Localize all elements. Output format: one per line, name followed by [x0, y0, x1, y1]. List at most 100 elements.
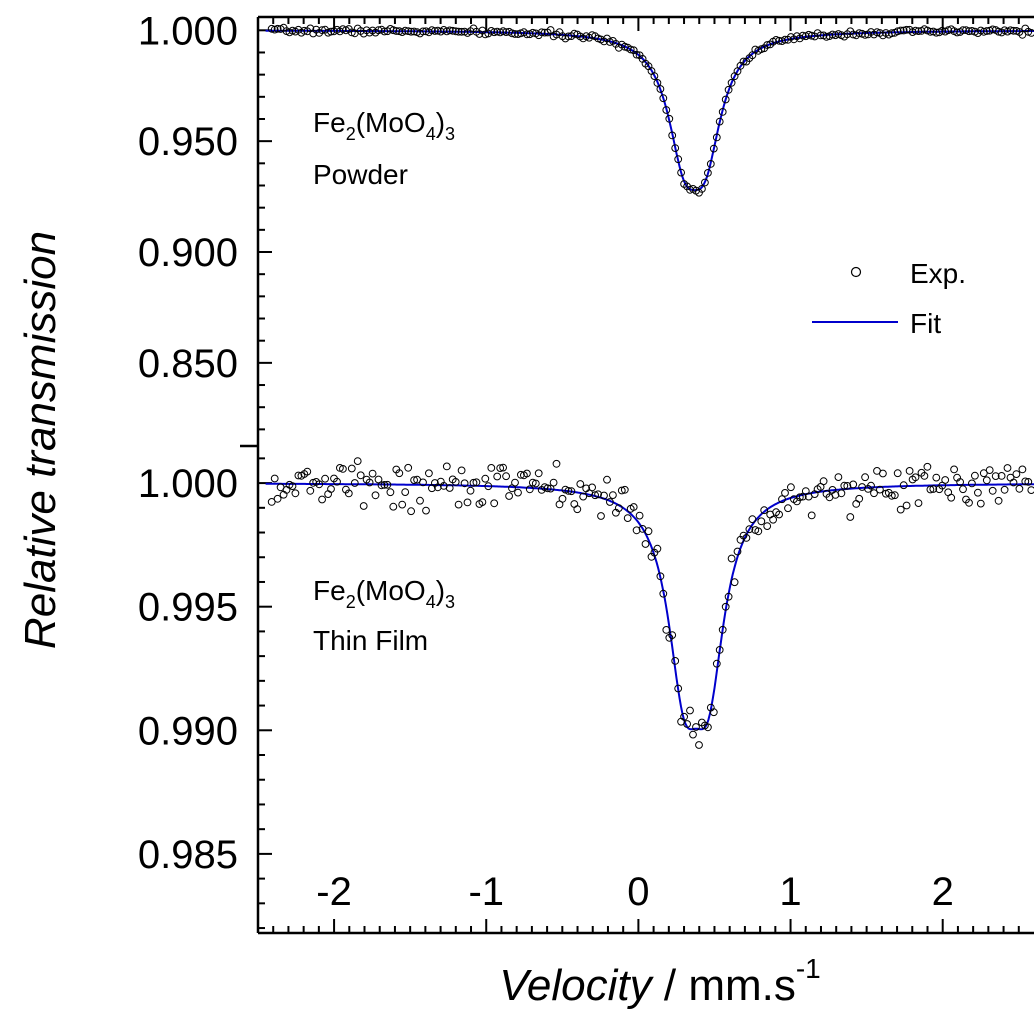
data-point-bottom	[597, 512, 605, 520]
data-point-top	[979, 27, 988, 36]
data-point-bottom	[505, 492, 514, 500]
legend-label-fit: Fit	[910, 308, 941, 339]
data-point-bottom	[353, 457, 362, 466]
data-point-bottom	[356, 471, 365, 480]
data-point-bottom	[923, 462, 932, 471]
data-point-bottom	[588, 483, 596, 492]
data-point-top	[828, 30, 837, 39]
data-point-bottom	[727, 554, 736, 563]
y-tick-label-bottom: 0.995	[138, 586, 238, 630]
data-point-top	[374, 26, 383, 35]
data-point-top	[965, 27, 973, 36]
data-point-top	[662, 106, 671, 114]
data-point-top	[704, 169, 712, 177]
legend-label-exp: Exp.	[910, 258, 966, 289]
data-point-bottom	[484, 482, 493, 491]
data-point-bottom	[778, 495, 786, 504]
data-point-bottom	[531, 479, 540, 488]
data-point-top	[772, 36, 780, 44]
data-point-bottom	[365, 478, 374, 487]
data-point-bottom	[570, 500, 579, 508]
data-point-bottom	[941, 476, 950, 484]
data-point-bottom	[371, 491, 380, 500]
data-point-bottom	[591, 491, 599, 500]
data-point-bottom	[914, 499, 923, 508]
data-point-bottom	[855, 494, 864, 503]
y-tick-label-top: 0.950	[138, 120, 238, 164]
data-point-bottom	[852, 500, 861, 508]
data-point-bottom	[407, 507, 416, 516]
data-point-bottom	[315, 480, 324, 489]
data-point-top	[499, 27, 508, 36]
data-point-bottom	[689, 730, 697, 739]
data-point-top	[715, 117, 724, 126]
data-point-top	[671, 144, 680, 153]
data-point-bottom	[956, 478, 964, 486]
data-point-bottom	[876, 485, 884, 494]
data-point-bottom	[546, 484, 555, 493]
x-tick-label: -1	[468, 870, 504, 914]
data-point-bottom	[861, 473, 869, 482]
data-point-bottom	[890, 491, 899, 500]
x-axis-label: Velocity / mm.s-1	[499, 953, 821, 1010]
data-point-bottom	[451, 478, 460, 486]
data-point-bottom	[1024, 478, 1033, 486]
data-point-bottom	[445, 484, 454, 492]
data-point-bottom	[327, 485, 335, 493]
data-point-top	[431, 27, 439, 35]
data-point-top	[650, 72, 659, 80]
data-point-bottom	[339, 465, 347, 473]
data-point-bottom	[807, 511, 816, 520]
data-point-top	[653, 79, 662, 87]
data-point-top	[926, 27, 935, 36]
data-point-bottom	[991, 472, 1000, 481]
data-point-bottom	[288, 482, 297, 491]
data-point-top	[775, 36, 783, 45]
data-point-top	[899, 26, 908, 35]
data-point-bottom	[1018, 465, 1027, 474]
data-point-bottom	[294, 471, 303, 480]
top-annotation-compound: Fe2(MoO4)3	[313, 107, 455, 144]
data-point-bottom	[609, 491, 617, 500]
data-point-bottom	[763, 522, 772, 530]
data-point-bottom	[380, 481, 389, 489]
data-point-bottom	[662, 626, 671, 634]
experimental-points	[267, 23, 1034, 749]
data-point-bottom	[383, 480, 392, 489]
data-point-bottom	[472, 478, 481, 487]
data-point-bottom	[837, 489, 846, 498]
data-point-top	[1006, 26, 1015, 35]
data-point-top	[674, 155, 683, 164]
data-point-top	[896, 26, 905, 35]
data-point-top	[659, 94, 668, 103]
data-point-top	[347, 28, 356, 37]
data-point-bottom	[819, 477, 828, 486]
data-point-top	[451, 27, 460, 36]
data-point-bottom	[493, 472, 502, 481]
data-point-bottom	[629, 503, 638, 511]
data-point-bottom	[748, 515, 757, 524]
data-point-bottom	[333, 477, 341, 486]
data-point-bottom	[306, 486, 315, 495]
data-point-top	[1018, 30, 1027, 39]
data-point-bottom	[709, 708, 718, 717]
data-point-bottom	[668, 631, 677, 639]
data-point-bottom	[466, 486, 475, 495]
data-point-top	[727, 78, 736, 87]
data-point-top	[481, 30, 490, 39]
data-point-bottom	[870, 489, 878, 498]
data-point-top	[686, 185, 694, 194]
data-point-bottom	[469, 478, 478, 487]
data-point-bottom	[641, 540, 650, 548]
data-point-top	[701, 178, 709, 187]
data-point-top	[502, 28, 511, 36]
data-point-bottom	[671, 657, 680, 665]
x-tick-label: -2	[316, 870, 352, 914]
data-point-bottom	[324, 490, 333, 499]
data-point-bottom	[902, 501, 911, 510]
data-point-bottom	[454, 500, 463, 509]
data-point-bottom	[994, 496, 1003, 505]
data-point-bottom	[344, 489, 353, 498]
data-point-bottom	[496, 464, 505, 473]
